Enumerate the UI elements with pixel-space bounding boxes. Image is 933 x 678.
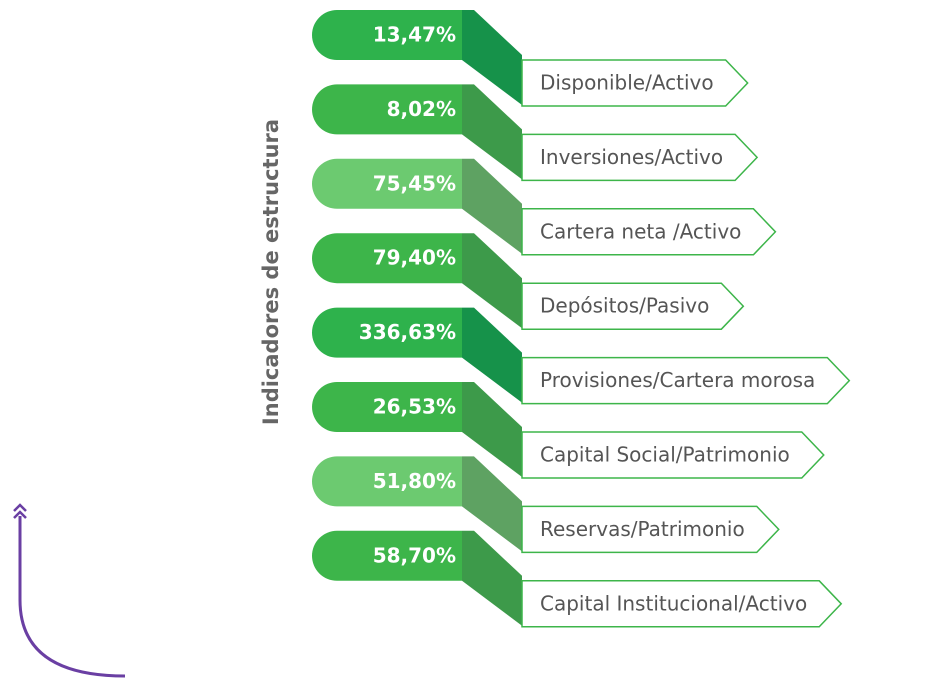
connector: [462, 84, 522, 180]
value-text: 58,70%: [373, 543, 456, 567]
label-text: Cartera neta /Activo: [540, 219, 741, 243]
title: Indicadores de estructura: [259, 119, 283, 425]
label-text: Disponible/Activo: [540, 71, 714, 95]
value-pill: [312, 307, 462, 358]
label-text: Capital Institucional/Activo: [540, 591, 807, 615]
label-text: Depósitos/Pasivo: [540, 294, 709, 318]
value-pill: [312, 84, 462, 135]
value-text: 26,53%: [373, 395, 456, 419]
value-text: 51,80%: [373, 469, 456, 493]
connector: [462, 530, 522, 626]
label-text: Inversiones/Activo: [540, 145, 723, 169]
connector: [462, 382, 522, 477]
label-text: Provisiones/Cartera morosa: [540, 368, 815, 392]
label-box: [521, 208, 777, 256]
label-box: [521, 505, 780, 554]
label-box: [521, 356, 851, 405]
value-pill: [312, 10, 462, 60]
connector: [462, 158, 522, 254]
value-text: 79,40%: [373, 246, 456, 270]
connector: [462, 233, 522, 329]
connector: [462, 307, 522, 403]
label-text: Reservas/Patrimonio: [540, 517, 745, 541]
value-pill: [312, 382, 462, 432]
label-box: [521, 282, 745, 330]
value-text: 336,63%: [359, 320, 456, 344]
value-text: 75,45%: [373, 171, 456, 195]
decorative-arrow: [13, 503, 126, 678]
value-pill: [312, 158, 462, 209]
label-box: [521, 431, 825, 479]
connector: [462, 456, 522, 552]
value-pill: [312, 456, 462, 507]
label-text: Capital Social/Patrimonio: [540, 443, 790, 467]
connector: [462, 10, 522, 105]
value-text: 13,47%: [373, 23, 456, 47]
value-text: 8,02%: [387, 97, 456, 121]
label-box: [521, 580, 843, 628]
label-box: [521, 133, 759, 182]
value-pill: [312, 530, 462, 581]
value-pill: [312, 233, 462, 284]
label-box: [521, 59, 749, 107]
